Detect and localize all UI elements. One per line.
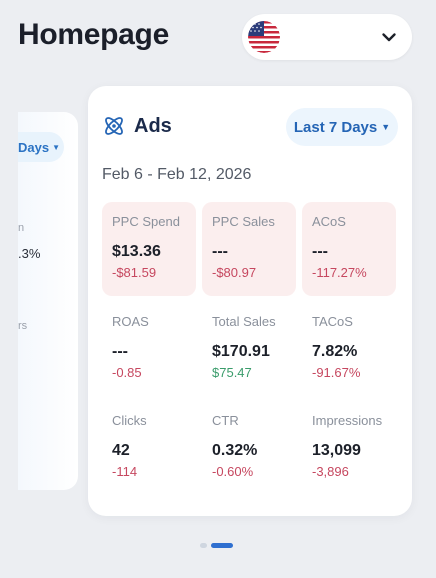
metric-value: 0.32% bbox=[212, 442, 258, 459]
date-range-dropdown[interactable]: Last 7 Days ▼ bbox=[286, 108, 398, 146]
ads-title: Ads bbox=[134, 114, 172, 137]
previous-card[interactable]: Days ▼ n .3% rs bbox=[18, 112, 78, 490]
previous-card-label-fragment-2: rs bbox=[18, 320, 28, 332]
pager-dot-active[interactable] bbox=[211, 543, 233, 548]
metric-delta: -117.27% bbox=[312, 265, 367, 280]
pager-dot[interactable] bbox=[200, 543, 207, 548]
caret-down-icon: ▼ bbox=[52, 142, 60, 152]
metric-delta: -91.67% bbox=[312, 365, 361, 380]
ads-card: Ads Last 7 Days ▼ Feb 6 - Feb 12, 2026 P… bbox=[88, 86, 412, 516]
carousel-pager bbox=[200, 543, 233, 548]
caret-down-icon: ▼ bbox=[381, 122, 391, 132]
metric-label: Total Sales bbox=[212, 314, 276, 329]
metric-value: 13,099 bbox=[312, 442, 361, 459]
metric-value: --- bbox=[112, 343, 128, 360]
previous-card-range-button[interactable]: Days ▼ bbox=[18, 132, 64, 162]
page-title: Homepage bbox=[18, 18, 169, 51]
metric-label: ACoS bbox=[312, 214, 346, 229]
metric-ppc-sales: PPC Sales --- -$80.97 bbox=[202, 202, 296, 296]
metric-tacos: TACoS 7.82% -91.67% bbox=[302, 302, 396, 396]
metric-delta: -0.60% bbox=[212, 464, 254, 479]
date-range-dropdown-label: Last 7 Days bbox=[293, 118, 378, 136]
metric-label: PPC Sales bbox=[212, 214, 275, 229]
metric-value: $170.91 bbox=[212, 343, 270, 360]
metric-delta: -3,896 bbox=[312, 464, 349, 479]
previous-card-range-label: Days bbox=[18, 139, 50, 155]
chevron-down-icon bbox=[382, 33, 396, 42]
metric-delta: $75.47 bbox=[212, 365, 252, 380]
metric-delta: -$81.59 bbox=[112, 265, 157, 280]
metric-roas: ROAS --- -0.85 bbox=[102, 302, 196, 396]
metric-label: PPC Spend bbox=[112, 214, 180, 229]
metric-clicks: Clicks 42 -114 bbox=[102, 401, 196, 495]
ads-atom-icon bbox=[105, 117, 123, 135]
metric-value: --- bbox=[212, 243, 228, 260]
metric-label: Clicks bbox=[112, 413, 147, 428]
metric-ctr: CTR 0.32% -0.60% bbox=[202, 401, 296, 495]
metric-delta: -0.85 bbox=[112, 365, 142, 380]
metric-delta: -114 bbox=[112, 464, 138, 479]
metric-label: Impressions bbox=[312, 413, 383, 428]
date-range-text: Feb 6 - Feb 12, 2026 bbox=[102, 166, 252, 183]
metric-value: $13.36 bbox=[112, 243, 161, 260]
united-states-flag-icon bbox=[248, 21, 280, 53]
metric-label: ROAS bbox=[112, 314, 149, 329]
previous-card-value-fragment: .3% bbox=[18, 246, 41, 261]
metric-ppc-spend: PPC Spend $13.36 -$81.59 bbox=[102, 202, 196, 296]
country-selector[interactable] bbox=[242, 14, 412, 60]
metric-label: CTR bbox=[212, 413, 239, 428]
metric-label: TACoS bbox=[312, 314, 353, 329]
metric-impressions: Impressions 13,099 -3,896 bbox=[302, 401, 396, 495]
metric-delta: -$80.97 bbox=[212, 265, 257, 280]
previous-card-label-fragment: n bbox=[18, 222, 25, 234]
ads-header: Ads bbox=[102, 114, 172, 138]
metric-total-sales: Total Sales $170.91 $75.47 bbox=[202, 302, 296, 396]
metric-value: 42 bbox=[112, 442, 130, 459]
metric-acos: ACoS --- -117.27% bbox=[302, 202, 396, 296]
metric-value: 7.82% bbox=[312, 343, 358, 360]
metric-value: --- bbox=[312, 243, 328, 260]
